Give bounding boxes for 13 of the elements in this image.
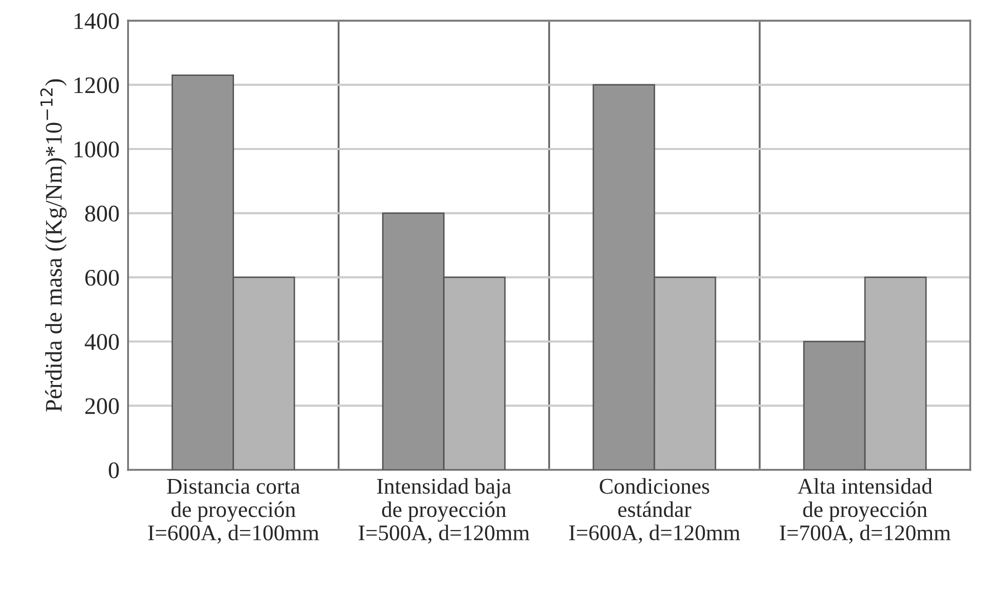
x-tick-label: Alta intensidad de proyección I=700A, d=120mm xyxy=(780,478,951,544)
y-tick-label: 600 xyxy=(85,270,119,286)
x-tick-label: Intensidad baja de proyección I=500A, d=120mm xyxy=(358,478,530,544)
y-tick-label: 1400 xyxy=(74,13,119,30)
x-tick-label: Condiciones estándar I=600A, d=120mm xyxy=(569,478,740,544)
y-tick-label: 1200 xyxy=(74,77,119,94)
y-tick-label: 1000 xyxy=(74,142,119,158)
y-tick-label: 400 xyxy=(84,334,119,350)
y-tick-label: 200 xyxy=(85,398,119,414)
x-tick-label: Distancia corta de proyección I=600A, d=100mm xyxy=(148,478,319,544)
y-tick-label: 0 xyxy=(108,462,119,478)
y-axis-title: Pérdida de masa ((Kg/Nm)*10$^{−12}$) xyxy=(40,79,67,412)
y-tick-label: 800 xyxy=(85,206,119,222)
